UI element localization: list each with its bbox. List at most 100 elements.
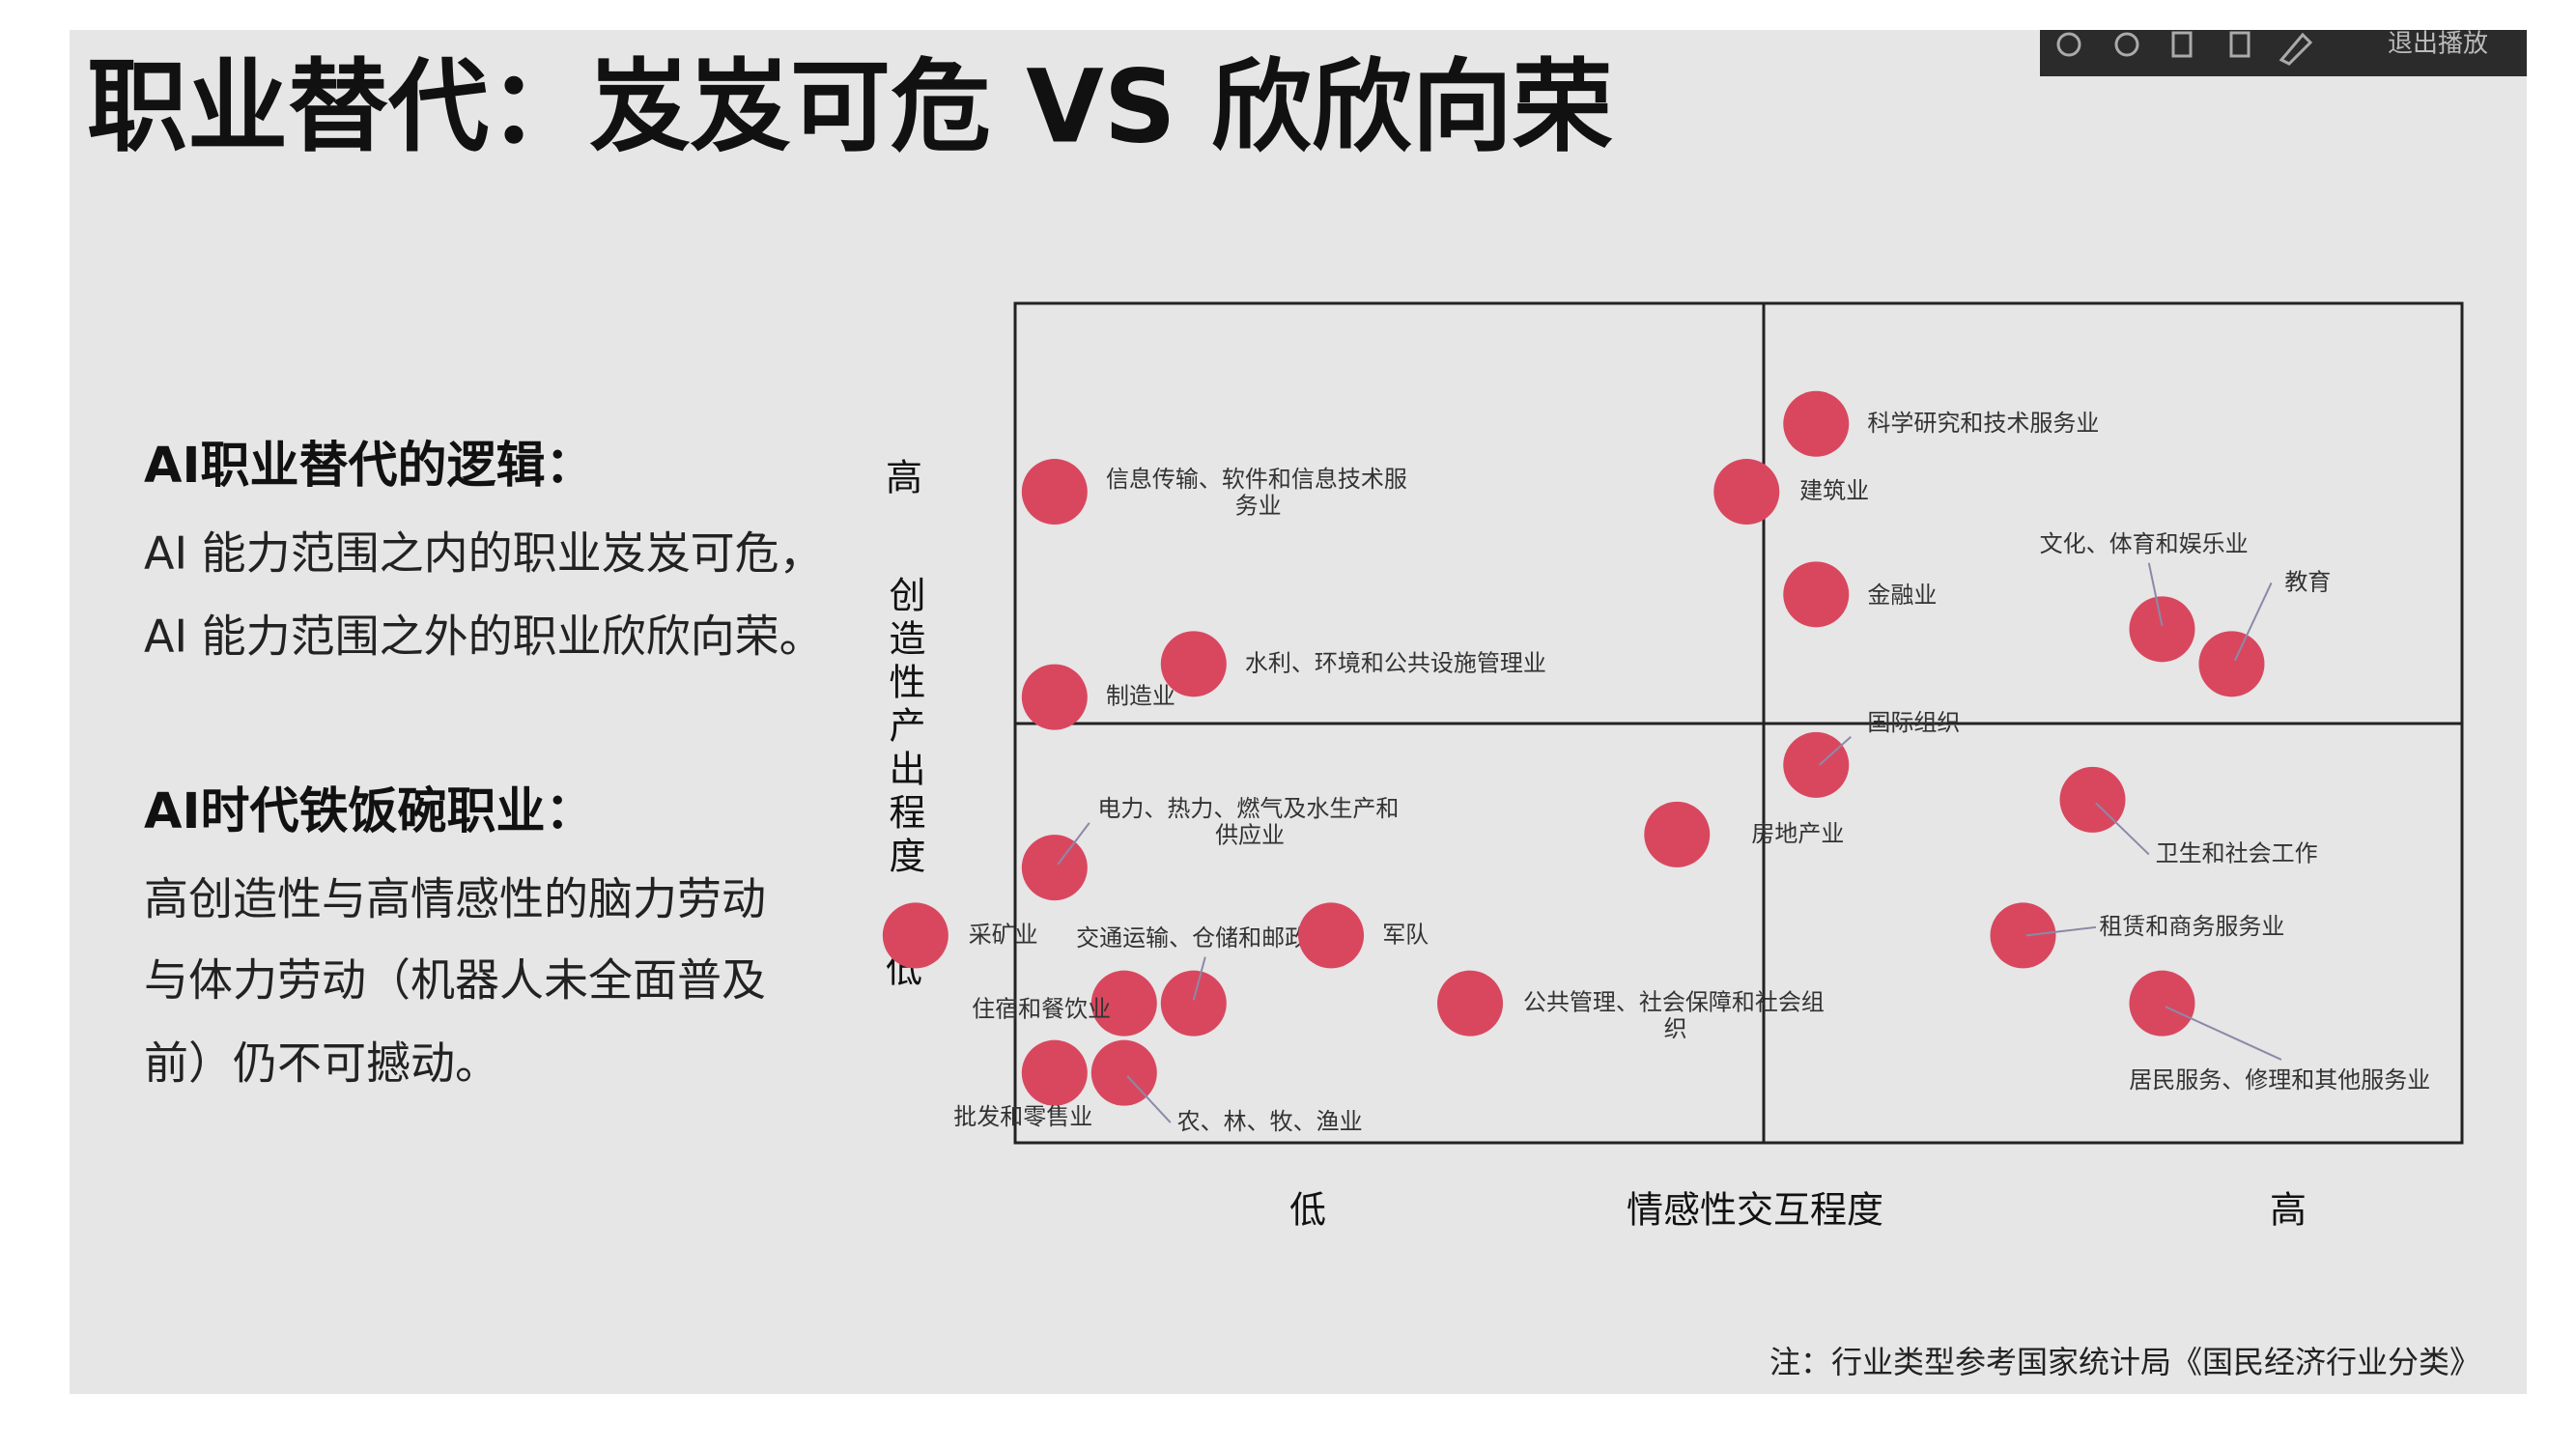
slide-background	[70, 30, 2527, 1394]
node-label: 织	[1664, 1015, 1687, 1042]
heading: AI职业替代的逻辑：	[144, 438, 594, 495]
node: 文化、体育和娱乐业	[2040, 530, 2249, 663]
node-label: 制造业	[1106, 683, 1175, 710]
node: 国际组织	[1783, 709, 1960, 798]
leader-line	[2147, 562, 2164, 627]
node-label: 房地产业	[1751, 820, 1844, 847]
axis-end-label: 低	[1289, 1189, 1326, 1232]
bubble	[1783, 731, 1850, 798]
bubble	[1021, 459, 1088, 526]
node: 卫生和社会工作	[2059, 766, 2318, 867]
node: 水利、环境和公共设施管理业	[1160, 631, 1546, 697]
node-label: 科学研究和技术服务业	[1867, 410, 2099, 437]
node: 建筑业	[1713, 459, 1869, 526]
node-label: 交通运输、仓储和邮政业	[1076, 924, 1331, 952]
node: 租赁和商务服务业	[1990, 902, 2284, 969]
node-label: 卫生和社会工作	[2156, 839, 2318, 867]
node-label: 水利、环境和公共设施管理业	[1245, 649, 1546, 676]
axis-end-label: 高	[886, 457, 922, 499]
axis-label: 情感性交互程度	[1627, 1189, 1883, 1232]
heading: AI时代铁饭碗职业：	[144, 783, 594, 840]
leader-line	[1057, 822, 1090, 866]
bubble	[1160, 970, 1227, 1037]
node: 批发和零售业	[953, 1039, 1092, 1130]
node-label: 供应业	[1215, 822, 1285, 849]
leader-line	[2095, 802, 2150, 856]
quadrant-frame	[1013, 301, 2464, 1145]
bubble	[1713, 459, 1780, 526]
body-text: AI 能力范围之内的职业岌岌可危，	[144, 527, 824, 580]
node-label: 农、林、牧、渔业	[1177, 1108, 1363, 1135]
bubble	[2129, 596, 2195, 663]
bubble	[1090, 1039, 1157, 1106]
body-text: 前）仍不可撼动。	[144, 1037, 499, 1090]
node: 军队	[1298, 902, 1429, 969]
bubble	[1437, 970, 1504, 1037]
node-label: 电力、热力、燃气及水生产和	[1097, 795, 1399, 822]
exit-button[interactable]: 退出播放	[2388, 30, 2488, 59]
bubble	[1990, 902, 2056, 969]
leader-line	[1126, 1075, 1172, 1123]
leader-line	[2233, 582, 2273, 662]
node: 制造业	[1021, 664, 1175, 730]
node-label: 文化、体育和娱乐业	[2040, 530, 2249, 557]
node: 住宿和餐饮业	[972, 970, 1157, 1037]
node-label: 军队	[1382, 921, 1429, 948]
node: 交通运输、仓储和邮政业	[1076, 924, 1331, 1037]
bubble	[1783, 561, 1850, 628]
page-icon[interactable]	[2229, 31, 2250, 58]
node: 教育	[2198, 568, 2331, 697]
bubble	[1021, 835, 1088, 901]
toolbar: 退出播放	[2040, 30, 2527, 76]
bubble	[1298, 902, 1365, 969]
leader-line	[1819, 735, 1852, 766]
body-text: 与体力劳动（机器人未全面普及	[144, 954, 766, 1007]
bubble	[1160, 631, 1227, 697]
node-label: 金融业	[1867, 582, 1937, 609]
axis-end-label: 高	[2270, 1189, 2307, 1232]
bubble	[1783, 390, 1850, 457]
node: 采矿业	[882, 902, 1038, 969]
page-icon[interactable]	[2171, 31, 2193, 58]
bubble	[1090, 970, 1157, 1037]
bubble	[882, 902, 948, 969]
node-label: 信息传输、软件和信息技术服	[1106, 466, 1407, 493]
node-label: 建筑业	[1799, 477, 1869, 504]
node-label: 住宿和餐饮业	[972, 996, 1111, 1023]
leader-line	[2165, 1006, 2282, 1061]
node-label: 批发和零售业	[953, 1103, 1092, 1130]
node: 金融业	[1783, 561, 1937, 628]
bubble	[1644, 801, 1711, 867]
node-label: 教育	[2284, 568, 2331, 595]
body-text: AI 能力范围之外的职业欣欣向荣。	[144, 611, 824, 663]
axis-label: 创造性产出程度	[883, 576, 925, 880]
zoom-in-icon[interactable]	[2056, 32, 2081, 57]
node: 农、林、牧、渔业	[1090, 1039, 1363, 1135]
footnote: 注：行业类型参考国家统计局《国民经济行业分类》	[1769, 1344, 2480, 1380]
node-label: 租赁和商务服务业	[2099, 913, 2284, 940]
bubble	[1021, 1039, 1088, 1106]
body-text: 高创造性与高情感性的脑力劳动	[144, 873, 766, 925]
slide-title: 职业替代：岌岌可危 VS 欣欣向荣	[87, 47, 1613, 165]
leader-line	[1192, 956, 1206, 1001]
node-label: 公共管理、社会保障和社会组	[1523, 989, 1825, 1016]
bubble	[1021, 664, 1088, 730]
bubble	[2129, 970, 2195, 1037]
node: 房地产业	[1644, 801, 1844, 867]
zoom-out-icon[interactable]	[2114, 32, 2139, 57]
node-label: 采矿业	[969, 921, 1038, 948]
pen-icon[interactable]	[2279, 32, 2313, 66]
node-label: 国际组织	[1867, 709, 1960, 736]
bubble	[2198, 631, 2265, 697]
node: 科学研究和技术服务业	[1783, 390, 2099, 457]
node: 居民服务、修理和其他服务业	[2129, 970, 2430, 1094]
node-label: 居民服务、修理和其他服务业	[2129, 1066, 2430, 1094]
node-label: 务业	[1235, 492, 1282, 519]
leader-line	[2025, 925, 2097, 937]
